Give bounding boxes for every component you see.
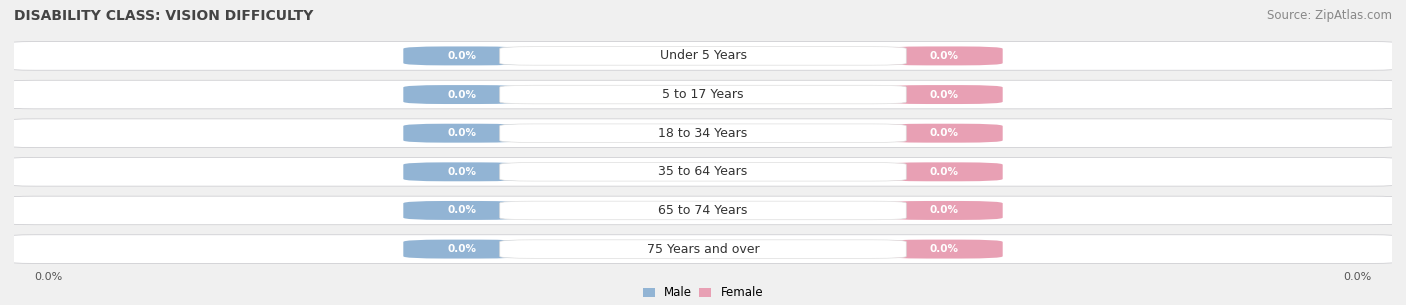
FancyBboxPatch shape <box>499 47 907 65</box>
FancyBboxPatch shape <box>404 201 520 220</box>
FancyBboxPatch shape <box>7 80 1399 109</box>
FancyBboxPatch shape <box>404 124 520 143</box>
Text: 0.0%: 0.0% <box>447 167 477 177</box>
Text: 0.0%: 0.0% <box>929 167 959 177</box>
FancyBboxPatch shape <box>404 85 520 104</box>
FancyBboxPatch shape <box>499 124 907 142</box>
Text: 0.0%: 0.0% <box>1343 272 1371 282</box>
FancyBboxPatch shape <box>499 240 907 258</box>
Text: 0.0%: 0.0% <box>929 90 959 99</box>
FancyBboxPatch shape <box>886 201 1002 220</box>
FancyBboxPatch shape <box>886 85 1002 104</box>
FancyBboxPatch shape <box>499 163 907 181</box>
FancyBboxPatch shape <box>404 240 520 259</box>
FancyBboxPatch shape <box>404 46 520 65</box>
Text: DISABILITY CLASS: VISION DIFFICULTY: DISABILITY CLASS: VISION DIFFICULTY <box>14 9 314 23</box>
Text: 0.0%: 0.0% <box>447 90 477 99</box>
Text: Source: ZipAtlas.com: Source: ZipAtlas.com <box>1267 9 1392 22</box>
FancyBboxPatch shape <box>499 201 907 220</box>
FancyBboxPatch shape <box>404 162 520 181</box>
Text: 0.0%: 0.0% <box>929 244 959 254</box>
Text: 0.0%: 0.0% <box>447 206 477 215</box>
FancyBboxPatch shape <box>886 162 1002 181</box>
FancyBboxPatch shape <box>886 124 1002 143</box>
Text: 0.0%: 0.0% <box>35 272 63 282</box>
Text: Under 5 Years: Under 5 Years <box>659 49 747 63</box>
Text: 0.0%: 0.0% <box>447 51 477 61</box>
FancyBboxPatch shape <box>886 46 1002 65</box>
FancyBboxPatch shape <box>7 119 1399 148</box>
Text: 0.0%: 0.0% <box>929 51 959 61</box>
Text: 35 to 64 Years: 35 to 64 Years <box>658 165 748 178</box>
FancyBboxPatch shape <box>7 196 1399 225</box>
Text: 65 to 74 Years: 65 to 74 Years <box>658 204 748 217</box>
Text: 5 to 17 Years: 5 to 17 Years <box>662 88 744 101</box>
Text: 0.0%: 0.0% <box>929 128 959 138</box>
FancyBboxPatch shape <box>499 85 907 104</box>
Text: 0.0%: 0.0% <box>929 206 959 215</box>
Legend: Male, Female: Male, Female <box>638 282 768 304</box>
FancyBboxPatch shape <box>7 41 1399 70</box>
FancyBboxPatch shape <box>7 235 1399 264</box>
FancyBboxPatch shape <box>886 240 1002 259</box>
FancyBboxPatch shape <box>7 157 1399 186</box>
Text: 75 Years and over: 75 Years and over <box>647 242 759 256</box>
Text: 0.0%: 0.0% <box>447 244 477 254</box>
Text: 0.0%: 0.0% <box>447 128 477 138</box>
Text: 18 to 34 Years: 18 to 34 Years <box>658 127 748 140</box>
